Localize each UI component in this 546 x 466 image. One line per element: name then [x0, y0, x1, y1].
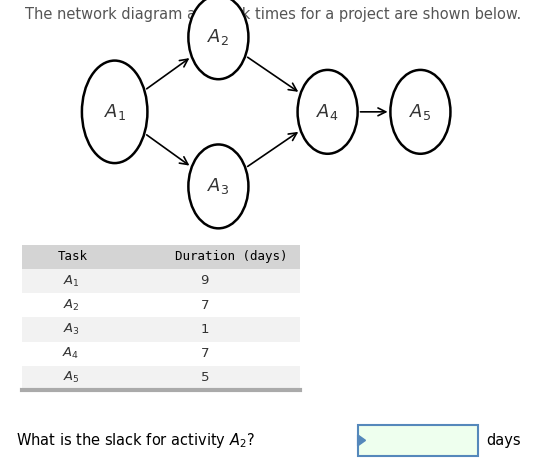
Text: Task: Task	[57, 250, 87, 263]
Text: $A_3$: $A_3$	[63, 322, 79, 337]
Text: $A_1$: $A_1$	[104, 102, 126, 122]
Bar	[358, 425, 478, 456]
Text: $A_3$: $A_3$	[207, 177, 229, 196]
Text: 7: 7	[200, 347, 209, 360]
Ellipse shape	[188, 144, 248, 228]
Text: $A_4$: $A_4$	[316, 102, 339, 122]
Text: $A_2$: $A_2$	[207, 27, 229, 47]
Text: 1: 1	[200, 323, 209, 336]
Bar	[22, 366, 300, 390]
Ellipse shape	[188, 0, 248, 79]
Bar	[22, 269, 300, 293]
Text: $A_1$: $A_1$	[63, 274, 79, 288]
Text: The network diagram and task times for a project are shown below.: The network diagram and task times for a…	[25, 7, 521, 22]
Text: 7: 7	[200, 299, 209, 312]
Ellipse shape	[82, 61, 147, 163]
Text: 5: 5	[200, 371, 209, 384]
Bar	[22, 317, 300, 342]
Text: $A_4$: $A_4$	[62, 346, 80, 361]
Text: $A_5$: $A_5$	[63, 370, 79, 385]
Text: $A_5$: $A_5$	[410, 102, 431, 122]
Bar	[22, 293, 300, 317]
Bar	[22, 342, 300, 366]
Polygon shape	[358, 435, 365, 446]
Ellipse shape	[390, 70, 450, 154]
Text: 9: 9	[200, 274, 209, 288]
Text: $A_2$: $A_2$	[63, 298, 79, 313]
Text: days: days	[486, 433, 520, 448]
Bar	[22, 245, 300, 269]
Ellipse shape	[298, 70, 358, 154]
Text: What is the slack for activity $A_2$?: What is the slack for activity $A_2$?	[16, 431, 255, 450]
Text: Duration (days): Duration (days)	[175, 250, 287, 263]
